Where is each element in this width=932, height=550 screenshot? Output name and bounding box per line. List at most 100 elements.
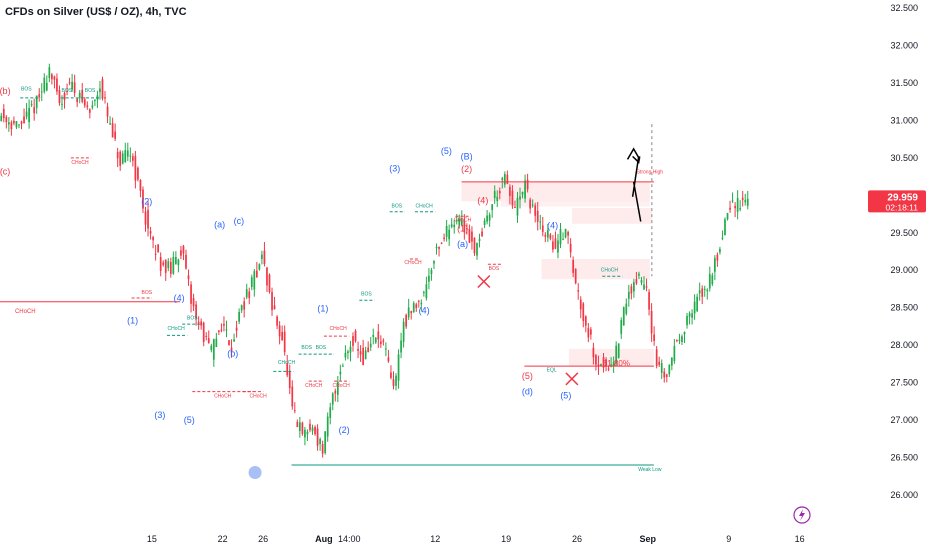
smc-label: CHoCH <box>214 394 232 400</box>
candle-body <box>71 81 73 90</box>
price-tick-label: 26.000 <box>890 490 918 500</box>
candle-body <box>493 191 496 199</box>
price-tick-label: 26.500 <box>890 453 918 463</box>
candle-body <box>387 357 390 362</box>
candle-body <box>395 375 397 386</box>
candle-body <box>605 359 607 367</box>
candle-body <box>131 156 134 161</box>
candle-body <box>701 288 704 297</box>
candle-body <box>574 268 577 284</box>
candle-body <box>673 346 676 362</box>
candle-body <box>600 364 602 366</box>
candle-body <box>668 364 671 375</box>
candle-body <box>546 230 549 238</box>
candle-body <box>448 229 451 240</box>
candle-body <box>440 242 443 244</box>
candle-body <box>172 257 175 274</box>
candle-body <box>157 244 160 253</box>
candle-body <box>129 155 132 157</box>
smc-label: CHoCH <box>71 160 89 166</box>
candle-body <box>407 307 410 318</box>
candle-body <box>724 219 726 235</box>
price-tick-label: 32.000 <box>890 40 918 50</box>
candle-body <box>283 331 286 353</box>
smc-label: CHoCH <box>249 394 267 400</box>
candle-body <box>78 92 81 98</box>
candle-body <box>620 320 623 334</box>
candle-body <box>402 321 405 342</box>
price-tick-label: 28.000 <box>890 340 918 350</box>
candle-body <box>564 228 567 238</box>
candle-body <box>617 343 620 358</box>
structure-lines-layer <box>0 97 654 480</box>
wave-label: (5) <box>560 390 571 400</box>
candle-body <box>200 321 203 326</box>
candle-body <box>205 335 208 337</box>
candle-body <box>344 352 347 358</box>
wave-label: (a) <box>214 220 225 230</box>
candle-body <box>109 123 111 125</box>
candle-body <box>235 327 238 331</box>
price-tick-label: 30.500 <box>890 153 918 163</box>
time-tick-label: 26 <box>572 534 582 544</box>
candle-body <box>524 180 526 199</box>
wave-label: (4) <box>477 196 488 206</box>
candle-body <box>648 292 650 310</box>
candle-body <box>577 290 580 292</box>
candle-body <box>572 260 575 273</box>
chart-annotation: CHoCH <box>15 309 36 315</box>
candle-body <box>678 339 681 341</box>
candle-body <box>438 246 440 249</box>
candle-body <box>663 371 666 378</box>
time-tick-label: 22 <box>218 534 228 544</box>
candle-body <box>286 363 289 376</box>
candle-body <box>491 204 494 211</box>
smc-label: BOS <box>62 88 73 94</box>
candle-body <box>86 105 89 108</box>
candles-layer <box>0 63 749 458</box>
candle-body <box>281 331 284 341</box>
smc-label: BOS <box>187 316 198 322</box>
candle-body <box>164 259 167 273</box>
candle-body <box>711 275 714 285</box>
candle-body <box>293 410 296 412</box>
candle-body <box>43 77 46 92</box>
candle-body <box>364 350 367 360</box>
candle-body <box>509 186 511 197</box>
time-tick-label: 16 <box>795 534 805 544</box>
swing-low-marker <box>248 466 262 480</box>
smc-label: CHoCH <box>415 203 433 209</box>
candle-body <box>488 214 491 221</box>
wave-label: (c) <box>0 166 10 176</box>
candle-body <box>15 121 18 128</box>
price-tick-label: 27.500 <box>890 378 918 388</box>
wave-label: (4) <box>547 220 558 230</box>
candle-body <box>5 117 8 123</box>
candle-body <box>56 78 58 92</box>
candle-body <box>7 122 10 125</box>
candle-body <box>544 234 547 237</box>
time-tick-label: 12 <box>430 534 440 544</box>
candle-body <box>660 363 663 373</box>
candle-body <box>33 107 36 114</box>
candle-body <box>147 209 149 229</box>
candle-body <box>261 254 263 259</box>
candle-body <box>529 199 532 209</box>
candle-body <box>622 307 625 326</box>
candle-body <box>567 231 569 236</box>
candle-body <box>739 208 742 210</box>
candle-body <box>569 243 572 253</box>
candle-body <box>516 197 519 216</box>
chart-annotation: Strong High <box>637 170 664 176</box>
candle-body <box>10 122 13 130</box>
candle-body <box>245 289 248 298</box>
candle-body <box>288 371 291 389</box>
candle-body <box>195 304 197 319</box>
candle-body <box>319 439 321 445</box>
smc-label: CHoCH <box>168 326 186 332</box>
candle-body <box>197 321 200 324</box>
candle-body <box>435 247 438 249</box>
candle-body <box>390 372 392 378</box>
candle-body <box>541 225 544 232</box>
